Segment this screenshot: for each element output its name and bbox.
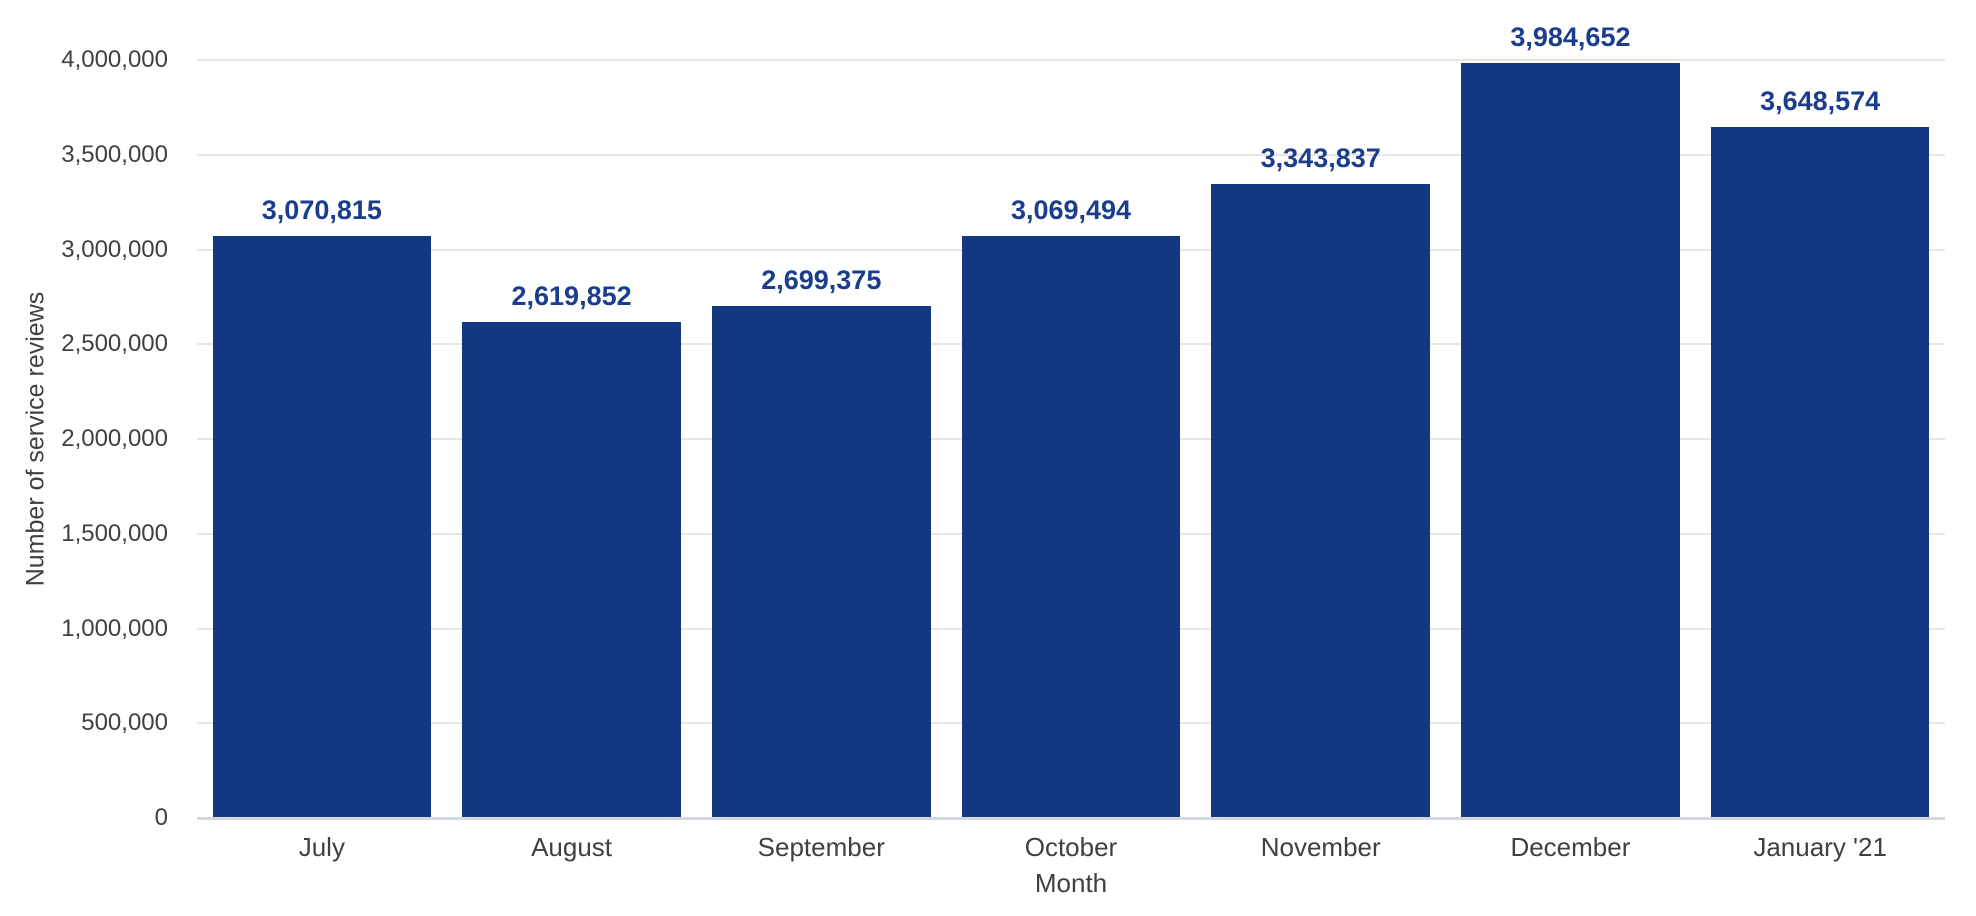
y-tick-label: 3,500,000 bbox=[61, 140, 168, 168]
bar[interactable] bbox=[961, 236, 1181, 817]
y-tick-label: 2,500,000 bbox=[61, 330, 168, 358]
bar[interactable] bbox=[1211, 184, 1430, 817]
gridline bbox=[197, 153, 1945, 156]
bar[interactable] bbox=[1710, 126, 1930, 817]
bar-value-label: 3,984,652 bbox=[1510, 21, 1631, 52]
gridline bbox=[197, 59, 1945, 61]
bar-value-label: 2,699,375 bbox=[761, 265, 882, 296]
y-tick-label: 4,000,000 bbox=[61, 46, 168, 73]
x-tick-label: July bbox=[298, 832, 345, 862]
bar[interactable] bbox=[1461, 62, 1680, 817]
x-axis-title: Month bbox=[1034, 868, 1108, 898]
x-tick-label: August bbox=[531, 832, 613, 862]
x-tick-label: January '21 bbox=[1753, 832, 1887, 862]
y-tick-label: 0 bbox=[154, 804, 168, 831]
y-tick-label: 1,500,000 bbox=[61, 519, 168, 547]
x-tick-label: October bbox=[1024, 832, 1118, 862]
bar-value-label: 3,343,837 bbox=[1260, 143, 1381, 174]
x-tick-label: December bbox=[1510, 832, 1631, 862]
bar-value-label: 3,648,574 bbox=[1760, 85, 1881, 116]
bar[interactable] bbox=[462, 321, 681, 817]
bar[interactable] bbox=[712, 306, 931, 817]
bar[interactable] bbox=[212, 236, 432, 817]
bar-value-label: 3,070,815 bbox=[261, 195, 382, 226]
x-tick-label: September bbox=[757, 832, 885, 862]
x-tick-label: November bbox=[1260, 832, 1381, 862]
bar-value-label: 3,069,494 bbox=[1010, 195, 1132, 226]
y-tick-label: 2,000,000 bbox=[61, 425, 168, 452]
y-tick-label: 1,000,000 bbox=[61, 614, 168, 642]
bar-value-label: 2,619,852 bbox=[511, 280, 632, 311]
y-tick-label: 500,000 bbox=[81, 709, 168, 737]
y-tick-label: 3,000,000 bbox=[61, 235, 168, 263]
x-axis-baseline bbox=[197, 817, 1945, 820]
